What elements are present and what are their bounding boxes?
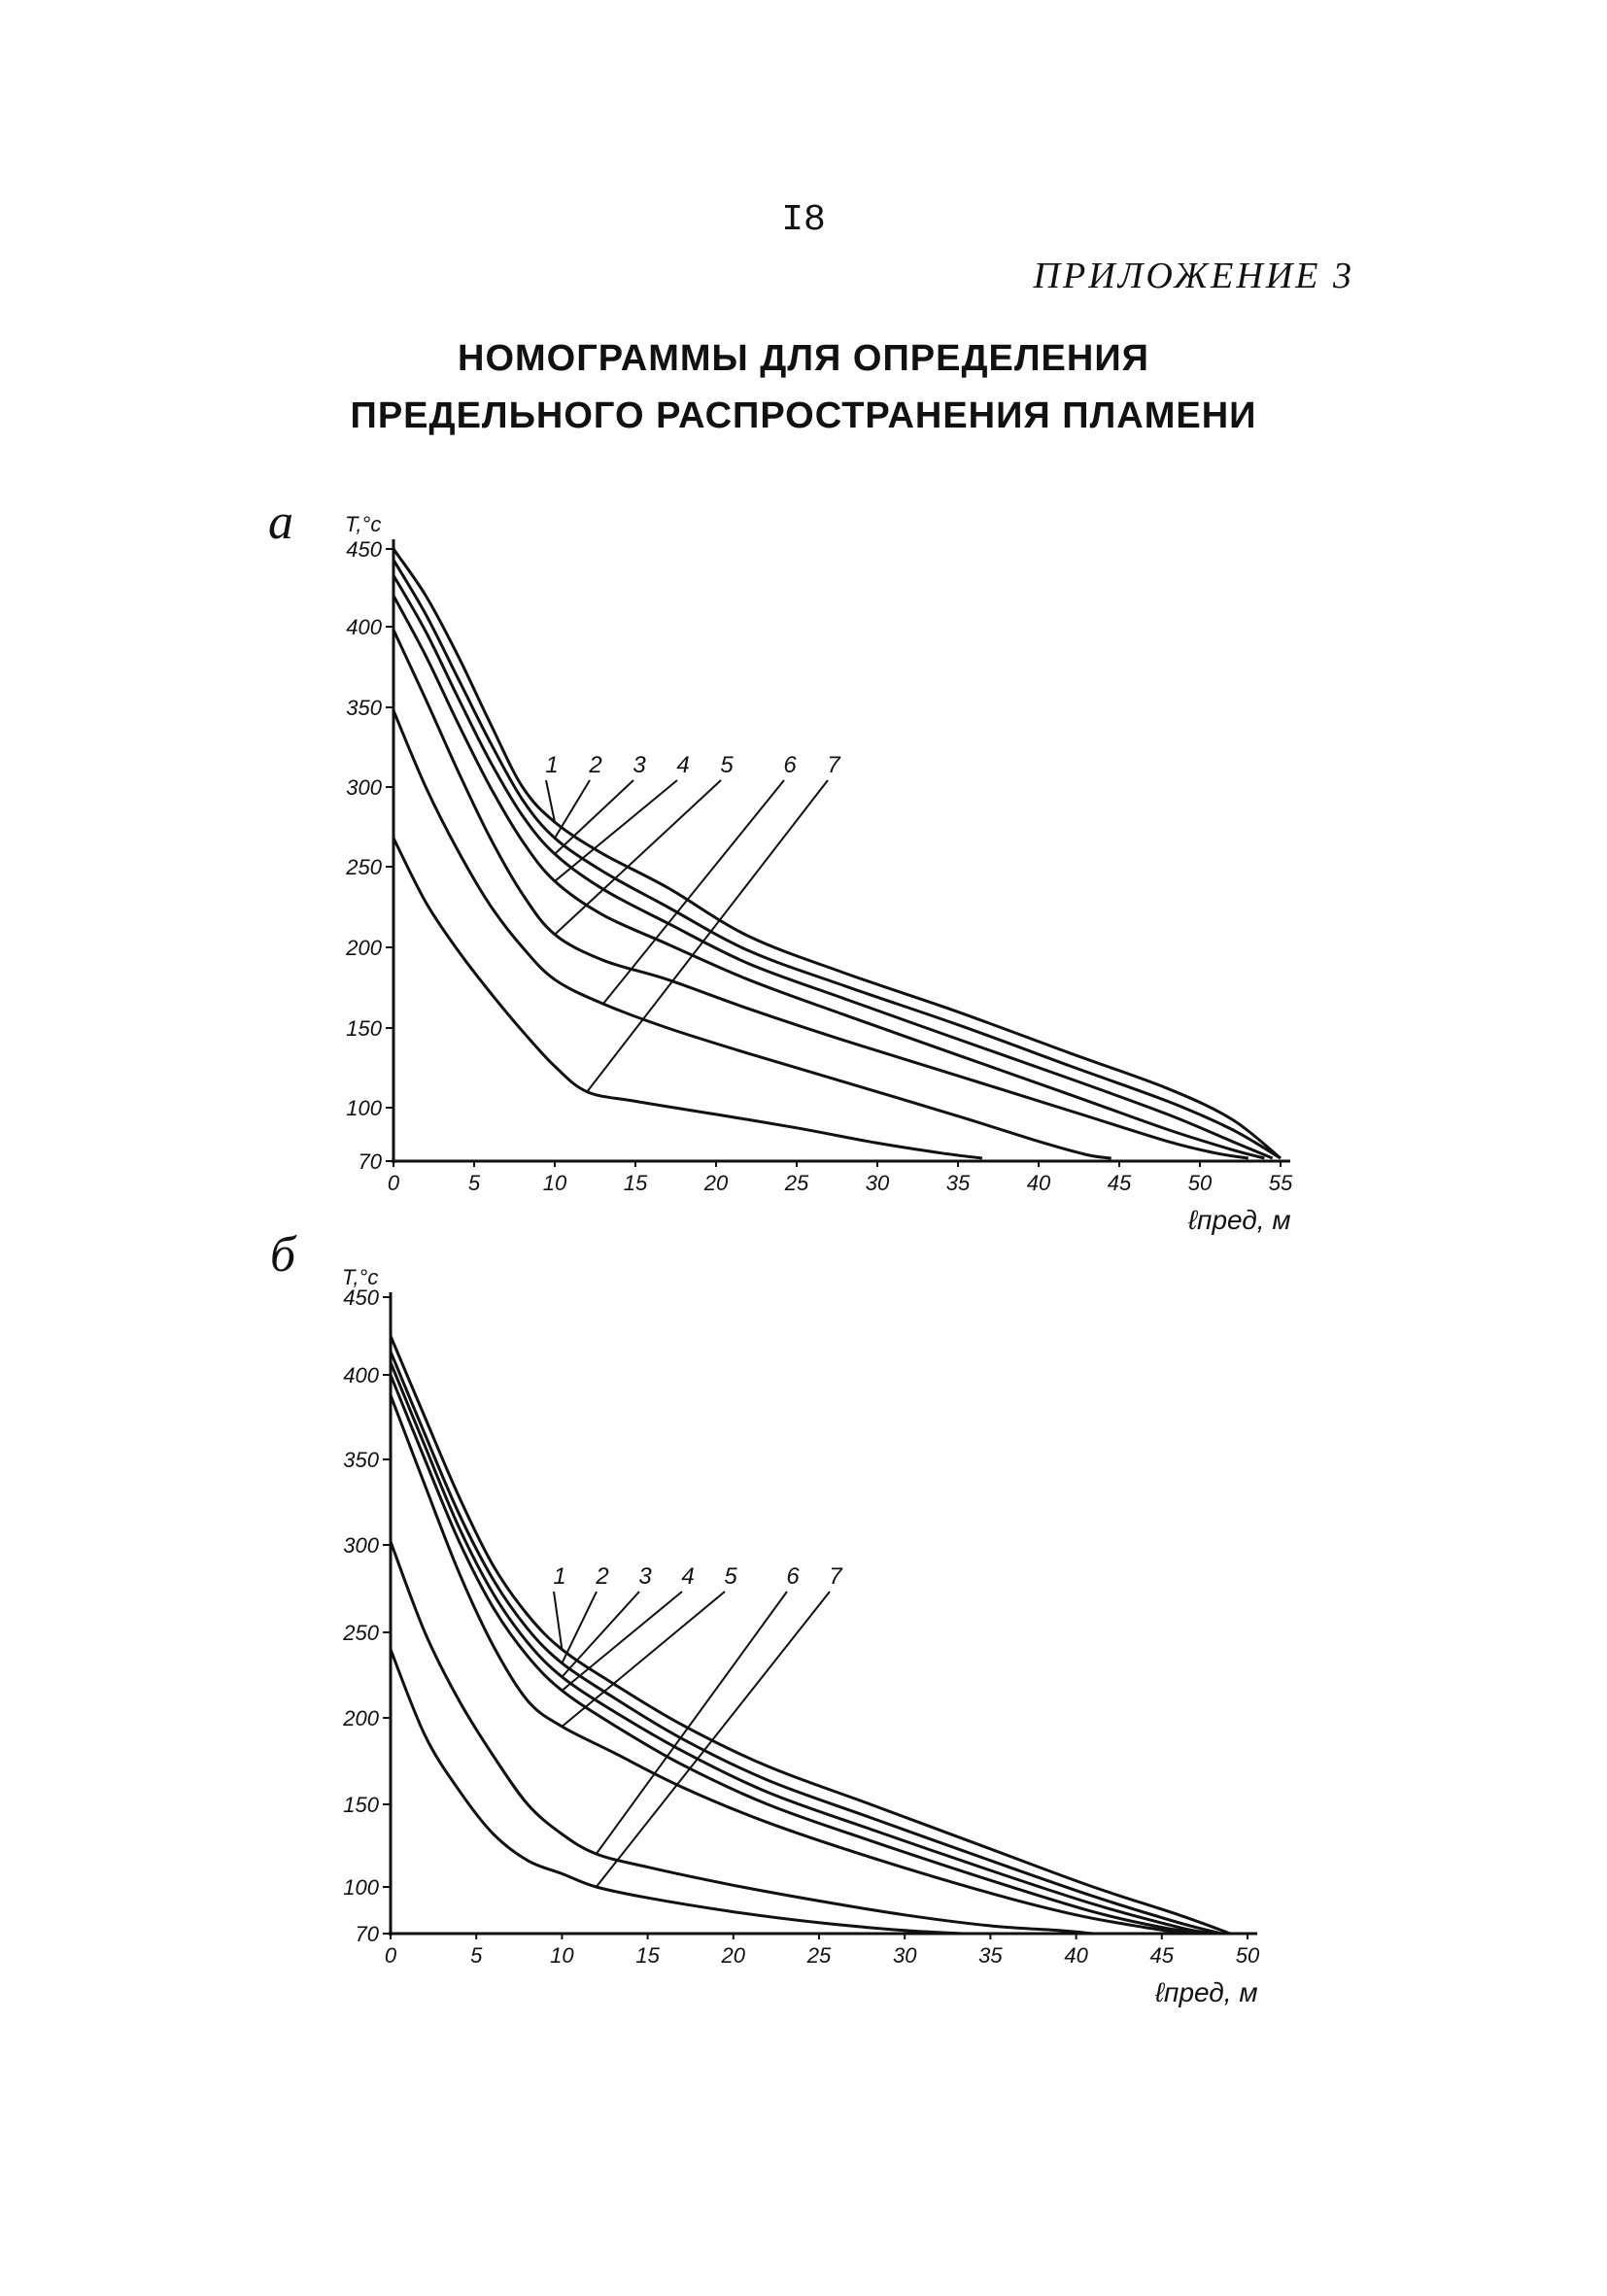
- leader-line-4: [554, 779, 678, 882]
- curve-label-1: 1: [553, 1563, 565, 1590]
- curve-1: [392, 548, 1282, 1160]
- x-tick-label: 5: [468, 1171, 481, 1195]
- y-tick-label: 350: [346, 696, 382, 720]
- leader-line-3: [554, 779, 634, 855]
- x-tick-label: 0: [388, 1171, 400, 1195]
- curve-4: [392, 595, 1265, 1160]
- x-tick-label: 40: [1027, 1171, 1051, 1195]
- curve-label-2: 2: [595, 1563, 608, 1590]
- x-tick-label: 55: [1269, 1171, 1293, 1195]
- curve-5: [389, 1394, 1188, 1936]
- x-tick-label: 45: [1108, 1171, 1132, 1195]
- leader-line-7: [586, 779, 829, 1093]
- y-tick-label: 450: [343, 1285, 379, 1310]
- curve-label-6: 6: [783, 752, 797, 778]
- y-tick-label: 100: [343, 1875, 379, 1900]
- x-tick-label: 35: [946, 1171, 971, 1195]
- leader-line-5: [554, 779, 722, 936]
- x-tick-label: 10: [543, 1171, 567, 1195]
- y-tick-label: 350: [343, 1448, 379, 1472]
- curve-label-3: 3: [633, 752, 646, 778]
- y-tick-label: 200: [345, 936, 382, 960]
- curve-4: [389, 1374, 1206, 1936]
- panel-label-a: а: [268, 495, 293, 550]
- y-tick-label: 400: [343, 1363, 379, 1388]
- curve-label-7: 7: [827, 752, 841, 778]
- leader-line-5: [561, 1591, 726, 1728]
- curve-label-4: 4: [676, 752, 689, 778]
- leader-line-2: [561, 1591, 598, 1664]
- x-tick-label: 40: [1064, 1943, 1088, 1968]
- x-tick-label: 20: [721, 1943, 746, 1968]
- y-axis-label: T,°c: [342, 1265, 378, 1289]
- appendix-label: ПРИЛОЖЕНИЕ 3: [1033, 256, 1354, 296]
- curve-3: [392, 574, 1274, 1160]
- leader-line-1: [545, 779, 556, 823]
- leader-line-2: [554, 779, 591, 839]
- curve-label-1: 1: [545, 752, 558, 778]
- curve-label-2: 2: [588, 752, 601, 778]
- y-tick-label: 300: [346, 775, 382, 800]
- curve-label-4: 4: [681, 1563, 694, 1590]
- x-tick-label: 45: [1150, 1943, 1175, 1968]
- curve-label-6: 6: [786, 1563, 800, 1590]
- curve-label-5: 5: [720, 752, 734, 778]
- curve-3: [389, 1361, 1214, 1936]
- x-tick-label: 15: [635, 1943, 660, 1968]
- x-tick-label: 0: [385, 1943, 397, 1968]
- y-tick-label: 450: [346, 537, 382, 562]
- x-tick-label: 25: [784, 1171, 809, 1195]
- y-tick-label: 150: [343, 1793, 379, 1817]
- y-tick-label: 70: [359, 1149, 383, 1174]
- curve-6: [389, 1540, 1094, 1936]
- x-axis-label: ℓпред, м: [1187, 1205, 1291, 1235]
- y-axis-label: T,°c: [345, 512, 381, 536]
- x-tick-label: 20: [703, 1171, 729, 1195]
- curve-1: [389, 1335, 1231, 1936]
- page-title-line-1: НОМОГРАММЫ ДЛЯ ОПРЕДЕЛЕНИЯ: [458, 338, 1149, 379]
- leader-line-3: [561, 1591, 640, 1678]
- x-tick-label: 30: [893, 1943, 917, 1968]
- leader-line-7: [595, 1591, 831, 1888]
- x-tick-label: 25: [806, 1943, 832, 1968]
- x-tick-label: 35: [978, 1943, 1003, 1968]
- curve-2: [392, 559, 1282, 1160]
- page-number: I8: [781, 199, 826, 241]
- page-title-line-2: ПРЕДЕЛЬНОГО РАСПРОСТРАНЕНИЯ ПЛАМЕНИ: [350, 395, 1257, 436]
- y-tick-label: 300: [343, 1533, 379, 1558]
- x-tick-label: 15: [624, 1171, 648, 1195]
- curve-5: [392, 629, 1249, 1160]
- curve-7: [389, 1649, 965, 1936]
- leader-line-6: [595, 1591, 788, 1855]
- x-tick-label: 50: [1188, 1171, 1213, 1195]
- y-tick-label: 70: [356, 1922, 380, 1946]
- curve-7: [392, 837, 983, 1160]
- leader-line-6: [602, 779, 785, 1005]
- y-tick-label: 250: [345, 855, 382, 879]
- panel-label-b: б: [270, 1227, 296, 1283]
- y-tick-label: 200: [342, 1706, 379, 1731]
- x-tick-label: 10: [550, 1943, 574, 1968]
- y-tick-label: 150: [346, 1016, 382, 1041]
- curve-2: [389, 1351, 1222, 1936]
- leader-line-1: [553, 1591, 564, 1650]
- curve-label-3: 3: [638, 1563, 652, 1590]
- x-tick-label: 5: [470, 1943, 483, 1968]
- curve-label-5: 5: [724, 1563, 737, 1590]
- leader-line-4: [561, 1591, 683, 1692]
- y-tick-label: 400: [346, 615, 382, 639]
- y-tick-label: 100: [346, 1096, 382, 1120]
- curve-label-7: 7: [829, 1563, 843, 1590]
- y-tick-label: 250: [342, 1621, 379, 1645]
- curve-6: [392, 709, 1111, 1160]
- x-tick-label: 50: [1236, 1943, 1260, 1968]
- x-tick-label: 30: [866, 1171, 890, 1195]
- x-axis-label: ℓпред, м: [1154, 1977, 1258, 2007]
